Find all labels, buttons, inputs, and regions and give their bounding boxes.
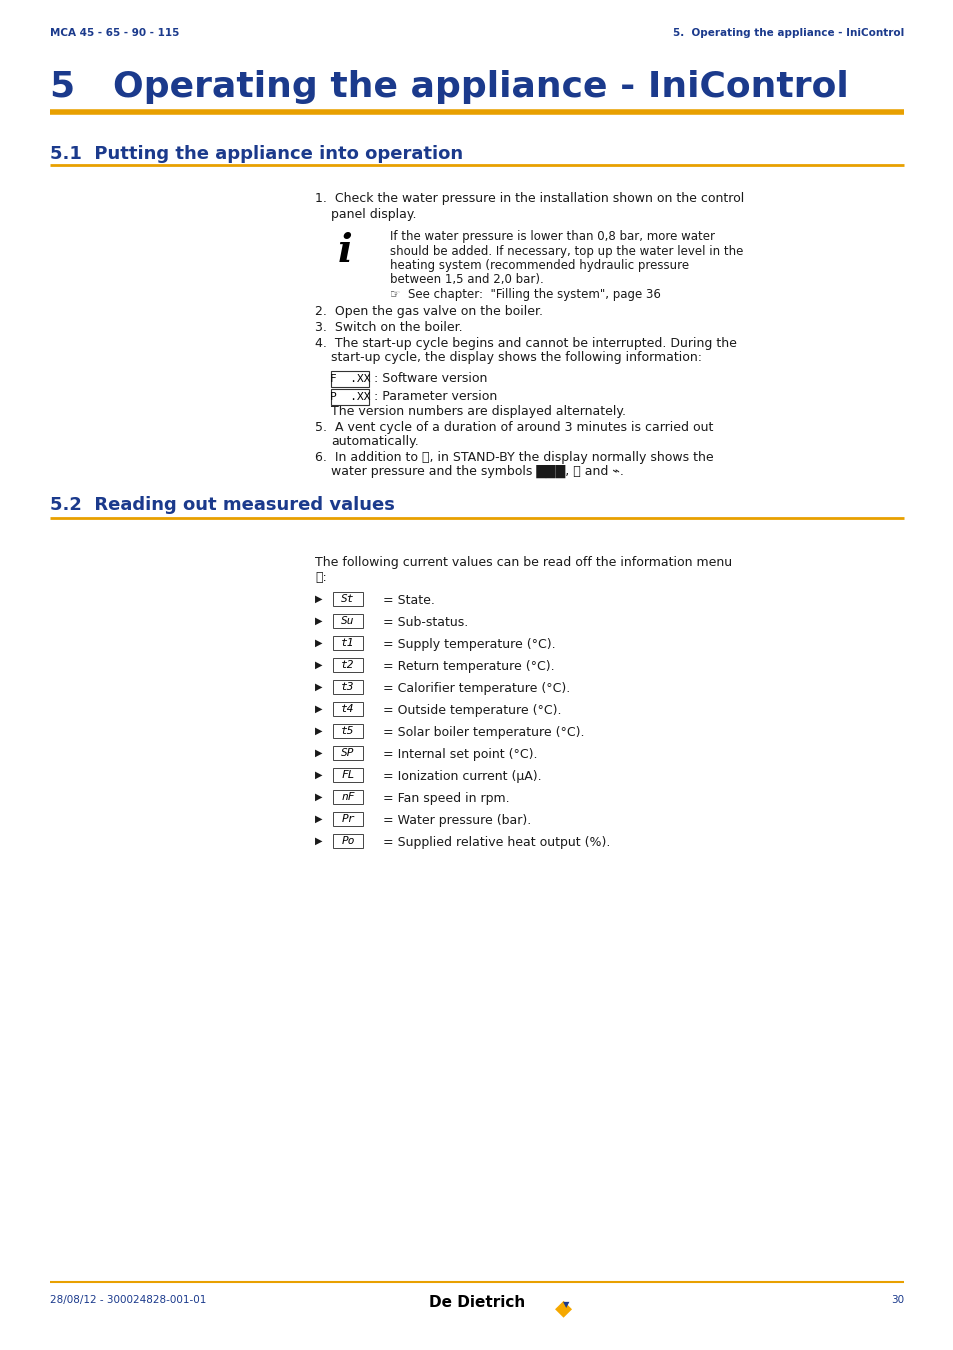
Text: ▶: ▶: [314, 748, 322, 757]
Text: water pressure and the symbols ███, ⏰ and ⌁.: water pressure and the symbols ███, ⏰ an…: [331, 464, 623, 478]
Text: should be added. If necessary, top up the water level in the: should be added. If necessary, top up th…: [390, 244, 742, 258]
Text: heating system (recommended hydraulic pressure: heating system (recommended hydraulic pr…: [390, 259, 688, 271]
Text: Su: Su: [341, 616, 355, 626]
Text: ▶: ▶: [314, 703, 322, 714]
Text: 5   Operating the appliance - IniControl: 5 Operating the appliance - IniControl: [50, 70, 848, 104]
Text: Po: Po: [341, 836, 355, 846]
Text: t3: t3: [341, 682, 355, 693]
FancyBboxPatch shape: [333, 702, 363, 716]
Text: ▶: ▶: [314, 594, 322, 603]
Text: De Dietrich: De Dietrich: [429, 1295, 524, 1309]
Text: If the water pressure is lower than 0,8 bar, more water: If the water pressure is lower than 0,8 …: [390, 230, 714, 243]
Text: i: i: [337, 232, 353, 270]
FancyBboxPatch shape: [333, 747, 363, 760]
Text: : Parameter version: : Parameter version: [374, 390, 497, 404]
Text: ▶: ▶: [314, 682, 322, 693]
Text: 30: 30: [890, 1295, 903, 1305]
Text: = State.: = State.: [382, 594, 435, 608]
FancyBboxPatch shape: [331, 371, 369, 387]
Text: ☞  See chapter:  "Filling the system", page 36: ☞ See chapter: "Filling the system", pag…: [390, 288, 660, 301]
Text: ▶: ▶: [314, 769, 322, 780]
Text: = Fan speed in rpm.: = Fan speed in rpm.: [382, 792, 509, 805]
Text: = Supplied relative heat output (%).: = Supplied relative heat output (%).: [382, 836, 610, 849]
Text: = Outside temperature (°C).: = Outside temperature (°C).: [382, 703, 561, 717]
Text: = Solar boiler temperature (°C).: = Solar boiler temperature (°C).: [382, 726, 584, 738]
Text: = Sub-status.: = Sub-status.: [382, 616, 468, 629]
Text: Pr: Pr: [341, 814, 355, 824]
Text: nF: nF: [341, 792, 355, 802]
FancyBboxPatch shape: [333, 811, 363, 826]
FancyBboxPatch shape: [331, 389, 369, 405]
Text: 28/08/12 - 300024828-001-01: 28/08/12 - 300024828-001-01: [50, 1295, 206, 1305]
FancyBboxPatch shape: [333, 768, 363, 782]
FancyBboxPatch shape: [333, 593, 363, 606]
Text: = Water pressure (bar).: = Water pressure (bar).: [382, 814, 531, 828]
Text: = Calorifier temperature (°C).: = Calorifier temperature (°C).: [382, 682, 570, 695]
Text: : Software version: : Software version: [374, 373, 487, 386]
FancyBboxPatch shape: [333, 790, 363, 805]
Text: ▶: ▶: [314, 616, 322, 626]
Text: 2.  Open the gas valve on the boiler.: 2. Open the gas valve on the boiler.: [314, 305, 542, 319]
Text: t4: t4: [341, 703, 355, 714]
Text: ⓘ:: ⓘ:: [314, 571, 327, 585]
Text: ▶: ▶: [314, 836, 322, 846]
Text: 6.  In addition to ⓘ, in STAND-BY the display normally shows the: 6. In addition to ⓘ, in STAND-BY the dis…: [314, 451, 713, 464]
FancyBboxPatch shape: [333, 614, 363, 628]
Text: 5.1  Putting the appliance into operation: 5.1 Putting the appliance into operation: [50, 144, 462, 163]
Text: FL: FL: [341, 769, 355, 780]
Text: P  .XX: P .XX: [330, 392, 370, 402]
Text: = Supply temperature (°C).: = Supply temperature (°C).: [382, 639, 555, 651]
Text: 5.  Operating the appliance - IniControl: 5. Operating the appliance - IniControl: [672, 28, 903, 38]
Text: ◆: ◆: [555, 1297, 572, 1318]
Text: t5: t5: [341, 726, 355, 736]
Text: = Internal set point (°C).: = Internal set point (°C).: [382, 748, 537, 761]
Text: 3.  Switch on the boiler.: 3. Switch on the boiler.: [314, 321, 462, 333]
Text: between 1,5 and 2,0 bar).: between 1,5 and 2,0 bar).: [390, 274, 543, 286]
Text: ▶: ▶: [314, 792, 322, 802]
Text: t2: t2: [341, 660, 355, 670]
Text: panel display.: panel display.: [331, 208, 416, 221]
Text: ▶: ▶: [314, 814, 322, 824]
FancyBboxPatch shape: [333, 636, 363, 649]
Text: ▶: ▶: [314, 726, 322, 736]
Text: 1.  Check the water pressure in the installation shown on the control: 1. Check the water pressure in the insta…: [314, 192, 743, 205]
Text: The version numbers are displayed alternately.: The version numbers are displayed altern…: [331, 405, 625, 418]
Text: F  .XX: F .XX: [330, 374, 370, 383]
FancyBboxPatch shape: [333, 657, 363, 672]
Text: 5.2  Reading out measured values: 5.2 Reading out measured values: [50, 495, 395, 514]
Text: automatically.: automatically.: [331, 435, 418, 448]
Text: t1: t1: [341, 639, 355, 648]
Text: ▼: ▼: [562, 1300, 569, 1310]
Text: MCA 45 - 65 - 90 - 115: MCA 45 - 65 - 90 - 115: [50, 28, 179, 38]
Text: ▶: ▶: [314, 660, 322, 670]
Text: = Ionization current (µA).: = Ionization current (µA).: [382, 769, 541, 783]
Text: St: St: [341, 594, 355, 603]
Text: 4.  The start-up cycle begins and cannot be interrupted. During the: 4. The start-up cycle begins and cannot …: [314, 338, 736, 350]
FancyBboxPatch shape: [333, 680, 363, 694]
Text: = Return temperature (°C).: = Return temperature (°C).: [382, 660, 554, 674]
Text: The following current values can be read off the information menu: The following current values can be read…: [314, 556, 731, 568]
FancyBboxPatch shape: [333, 834, 363, 848]
FancyBboxPatch shape: [333, 724, 363, 738]
Text: 5.  A vent cycle of a duration of around 3 minutes is carried out: 5. A vent cycle of a duration of around …: [314, 421, 713, 433]
Text: SP: SP: [341, 748, 355, 757]
Text: ▶: ▶: [314, 639, 322, 648]
Text: start-up cycle, the display shows the following information:: start-up cycle, the display shows the fo…: [331, 351, 701, 364]
